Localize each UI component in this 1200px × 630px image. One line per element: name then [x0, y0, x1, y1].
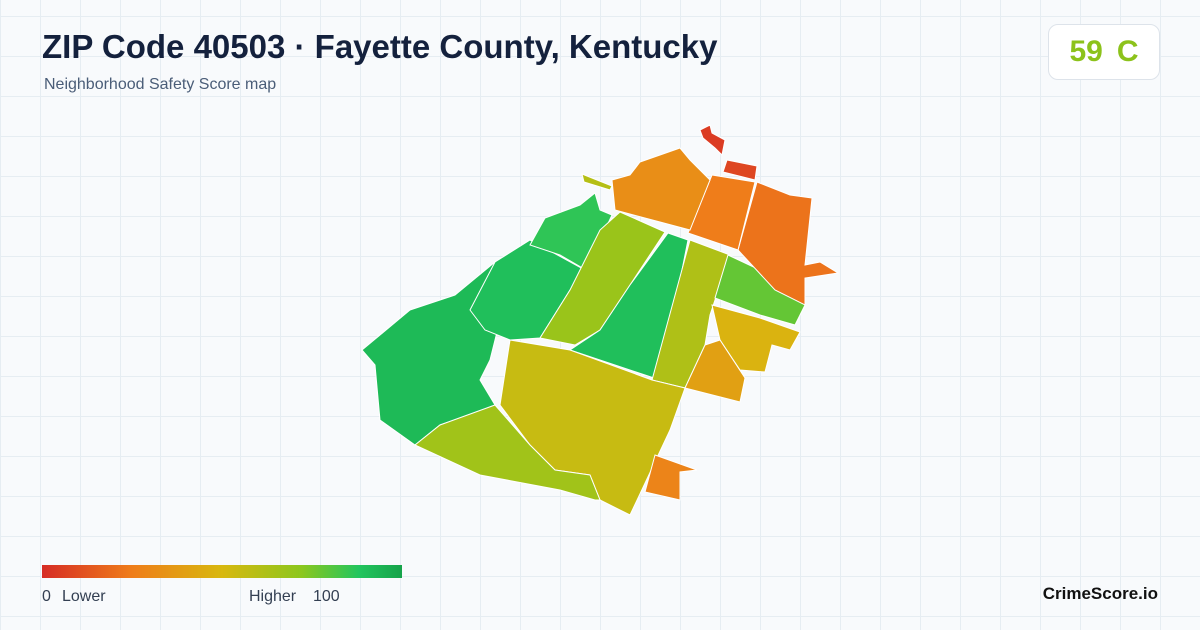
brand: CrimeScore.io	[1042, 584, 1158, 603]
region	[539, 211, 666, 346]
legend-max-label: Higher	[249, 588, 297, 605]
score-badge: 59 C	[1048, 24, 1160, 80]
legend-max: 100	[313, 588, 340, 605]
region	[684, 339, 746, 403]
region	[722, 159, 758, 181]
score-value: 59	[1069, 35, 1103, 68]
region	[499, 339, 686, 516]
score-grade: C	[1116, 35, 1139, 68]
region	[414, 404, 601, 501]
subtitle: Neighborhood Safety Score map	[44, 76, 277, 93]
header: ZIP Code 40503 · Fayette County, Kentuck…	[0, 0, 1200, 96]
region	[737, 181, 840, 306]
legend-min: 0	[42, 588, 51, 605]
region	[644, 454, 698, 501]
legend-min-label: Lower	[62, 588, 106, 605]
region	[699, 124, 726, 157]
title: ZIP Code 40503 · Fayette County, Kentuck…	[42, 28, 718, 65]
legend-gradient	[42, 565, 402, 578]
region	[581, 173, 613, 191]
region	[361, 261, 501, 446]
region	[611, 147, 711, 231]
